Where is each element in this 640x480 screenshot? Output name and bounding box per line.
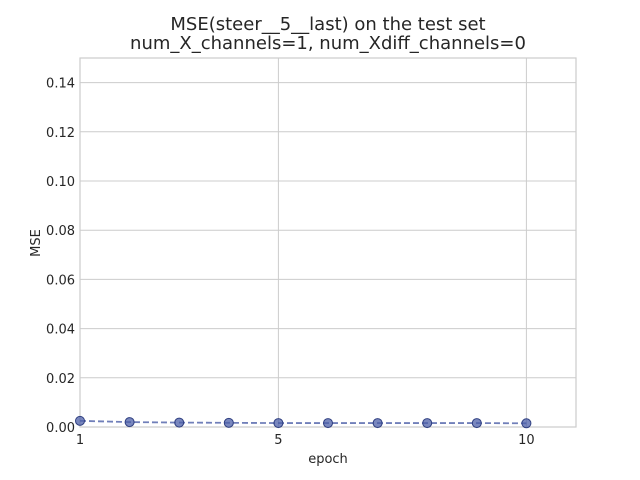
- y-tick-label-0: 0.00: [46, 421, 75, 436]
- data-point-1: [124, 417, 135, 428]
- y-tick-label-4: 0.08: [46, 224, 75, 239]
- data-point-9: [521, 418, 532, 429]
- y-tick-labels: 0.00 0.02 0.04 0.06 0.08 0.10 0.12 0.14: [46, 77, 75, 436]
- x-axis-label: epoch: [308, 452, 348, 467]
- y-tick-label-2: 0.04: [46, 323, 75, 338]
- data-point-0: [75, 415, 85, 426]
- plot-area: [80, 58, 576, 427]
- x-tick-label-1: 5: [274, 433, 282, 448]
- data-point-6: [372, 418, 383, 429]
- plot-background: [80, 58, 576, 427]
- x-tick-label-2: 10: [518, 433, 535, 448]
- y-tick-label-3: 0.06: [46, 273, 75, 288]
- data-point-4: [273, 418, 284, 429]
- data-point-2: [174, 417, 185, 428]
- chart-subtitle: num_X_channels=1, num_Xdiff_channels=0: [130, 33, 526, 54]
- x-tick-labels: 1 5 10: [76, 433, 535, 448]
- y-axis-label: MSE: [29, 229, 44, 257]
- y-tick-label-6: 0.12: [46, 126, 75, 141]
- grid: [79, 58, 576, 428]
- data-point-8: [471, 418, 482, 429]
- y-tick-label-1: 0.02: [46, 372, 75, 387]
- data-point-5: [323, 418, 333, 429]
- series-line-0: [79, 419, 527, 425]
- x-tick-label-0: 1: [76, 433, 84, 448]
- y-tick-label-7: 0.14: [46, 77, 75, 92]
- data-point-7: [422, 418, 433, 429]
- series-layer: [75, 415, 532, 429]
- data-point-3: [223, 417, 234, 428]
- chart-title: MSE(steer__5__last) on the test set: [170, 14, 485, 35]
- y-tick-label-5: 0.10: [46, 175, 75, 190]
